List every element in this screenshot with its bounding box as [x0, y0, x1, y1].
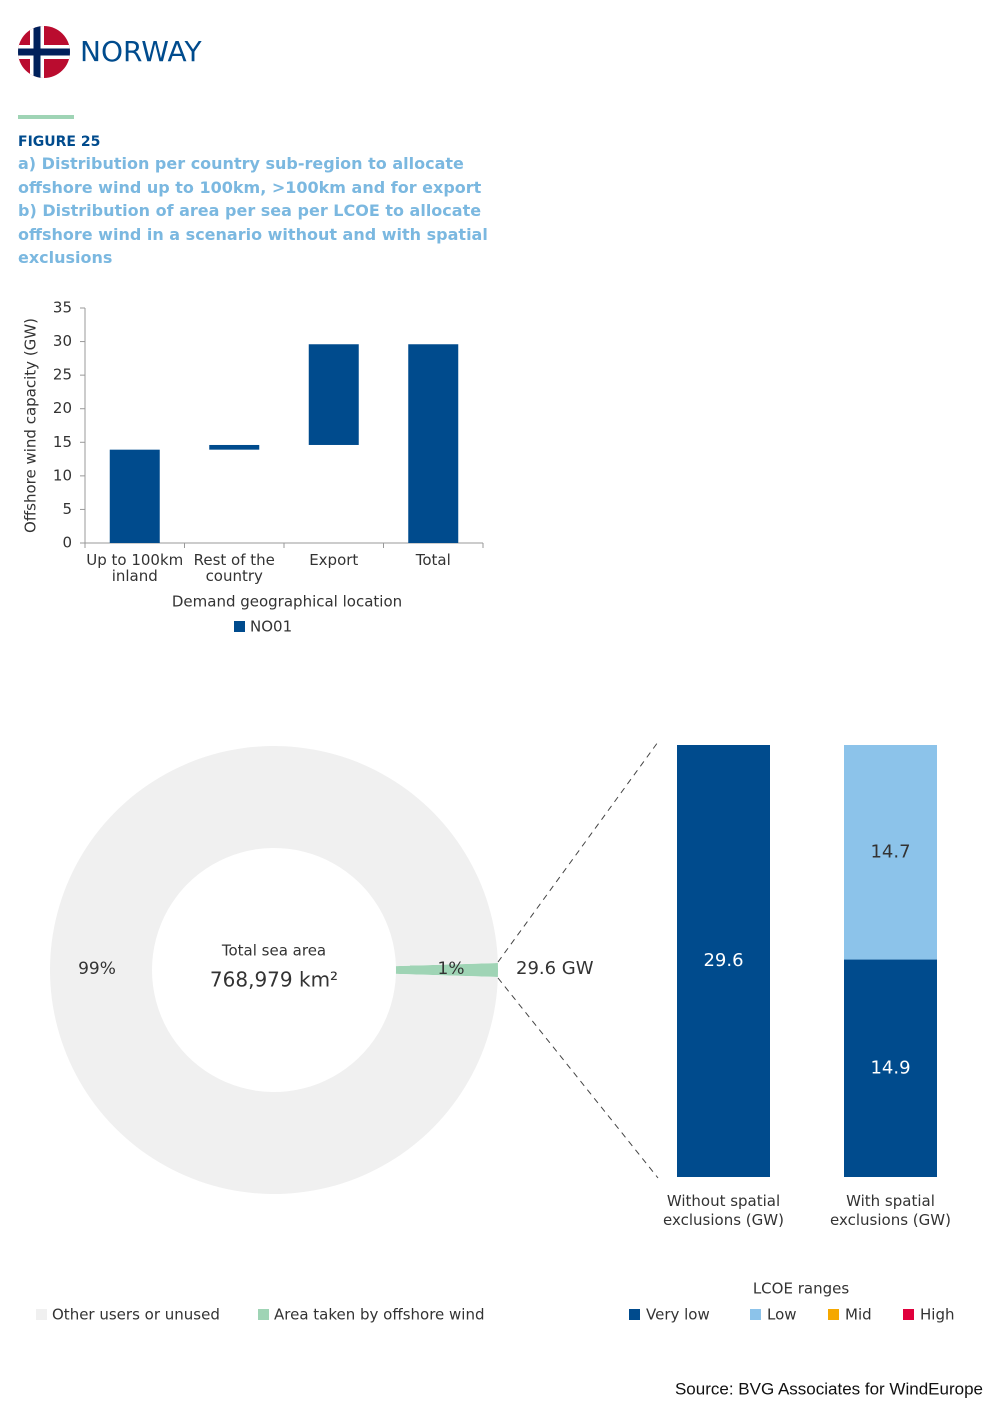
source: Source: BVG Associates for WindEurope	[675, 1379, 983, 1398]
legend-swatch	[750, 1309, 761, 1320]
legend-swatch	[629, 1309, 640, 1320]
legend-swatch	[903, 1309, 914, 1320]
zoom-line	[497, 977, 659, 1179]
flag	[18, 26, 70, 78]
legend-label: Very low	[646, 1306, 710, 1324]
y-axis-label: Offshore wind capacity (GW)	[22, 318, 40, 533]
legend-title: LCOE ranges	[753, 1280, 849, 1298]
x-tick-label: Total	[415, 551, 451, 569]
data-label: 14.9	[870, 1057, 910, 1078]
y-tick-label: 20	[53, 399, 72, 417]
y-tick-label: 30	[53, 332, 72, 350]
accent-line	[18, 115, 74, 119]
y-tick-label: 10	[53, 466, 72, 484]
legend-swatch	[258, 1309, 269, 1320]
y-tick-label: 25	[53, 366, 72, 384]
x-tick-label: Up to 100km inland	[86, 551, 184, 585]
bar	[209, 444, 260, 450]
legend-swatch	[234, 621, 245, 632]
donut-slice	[50, 746, 498, 1194]
x-tick-label: With spatial exclusions (GW)	[830, 1192, 951, 1229]
bar	[308, 344, 359, 445]
x-tick-label: Rest of the country	[193, 551, 275, 585]
legend-label: High	[920, 1306, 954, 1324]
legend-label: Mid	[845, 1306, 872, 1324]
y-tick-label: 35	[53, 299, 72, 317]
data-label: 29.6	[703, 950, 743, 971]
legend-label: Low	[767, 1306, 797, 1324]
bar-segment	[844, 959, 937, 1177]
y-tick-label: 0	[62, 534, 72, 552]
bar-segment	[677, 745, 770, 1177]
x-tick-label: Without spatial exclusions (GW)	[663, 1192, 784, 1229]
figure-label: FIGURE 25	[18, 134, 100, 150]
caption: a) Distribution per country sub-region t…	[18, 154, 482, 197]
legend-label: Other users or unused	[52, 1306, 220, 1324]
y-tick-label: 15	[53, 433, 72, 451]
zoom-line	[497, 741, 659, 963]
legend-swatch	[828, 1309, 839, 1320]
center-title: Total sea area	[221, 942, 326, 960]
value-label: 1%	[438, 959, 465, 979]
caption: b) Distribution of area per sea per LCOE…	[18, 201, 488, 267]
x-tick-label: Export	[309, 551, 359, 569]
bar	[408, 344, 459, 543]
value-label: 99%	[78, 959, 116, 979]
center-value: 768,979 km²	[210, 968, 338, 992]
legend-label: NO01	[250, 618, 292, 636]
bar-segment	[844, 745, 937, 960]
annotation: 29.6 GW	[516, 958, 594, 979]
country-title: NORWAY	[80, 35, 202, 68]
x-axis-label: Demand geographical location	[172, 593, 402, 611]
y-tick-label: 5	[62, 500, 72, 518]
bar	[109, 449, 160, 543]
data-label: 14.7	[870, 841, 910, 862]
legend-label: Area taken by offshore wind	[274, 1306, 485, 1324]
legend-swatch	[36, 1309, 47, 1320]
